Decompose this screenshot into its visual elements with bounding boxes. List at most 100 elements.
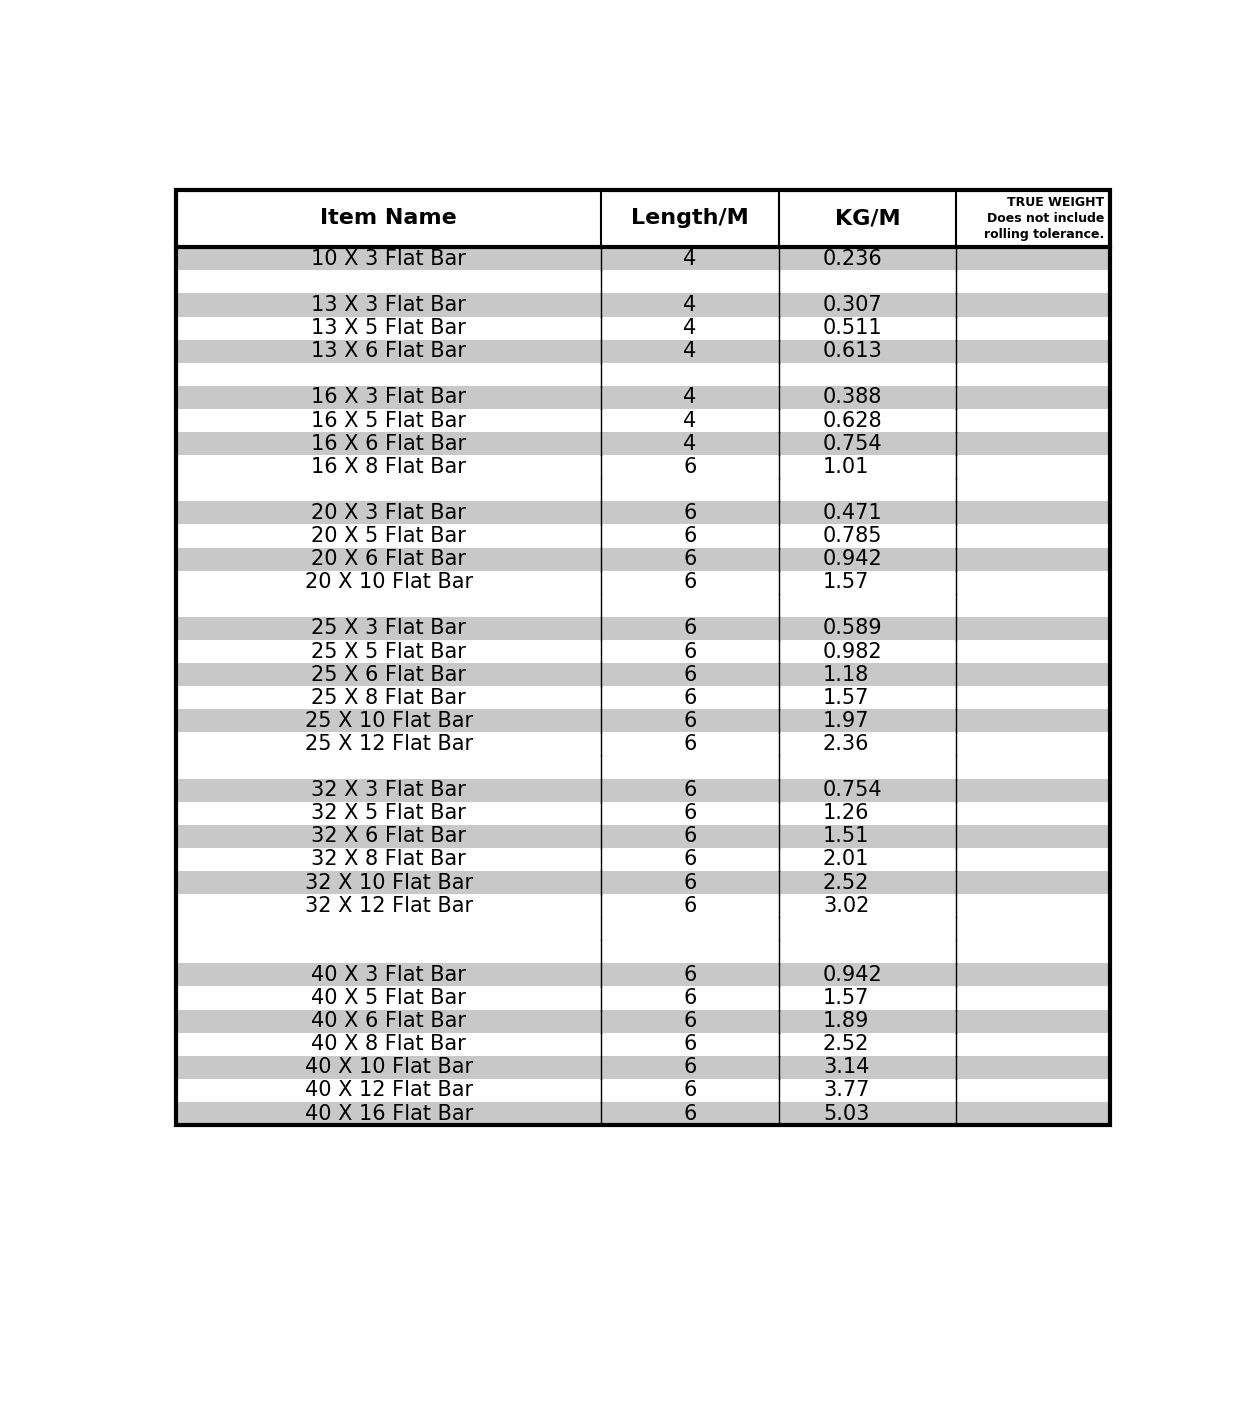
Text: 1.97: 1.97 — [823, 711, 870, 731]
Text: 1.57: 1.57 — [823, 988, 870, 1007]
Text: 6: 6 — [683, 1012, 697, 1032]
Text: 2.52: 2.52 — [823, 873, 870, 893]
Text: 16 X 3 Flat Bar: 16 X 3 Flat Bar — [311, 387, 466, 407]
Text: 1.57: 1.57 — [823, 688, 870, 708]
Text: 2.01: 2.01 — [823, 850, 870, 870]
Text: 1.57: 1.57 — [823, 572, 870, 592]
Text: 0.754: 0.754 — [823, 780, 882, 800]
Bar — [176, 455, 1111, 478]
Text: 0.754: 0.754 — [823, 434, 882, 454]
Text: 4: 4 — [683, 434, 697, 454]
Text: 40 X 12 Flat Bar: 40 X 12 Flat Bar — [305, 1080, 473, 1100]
Text: 40 X 8 Flat Bar: 40 X 8 Flat Bar — [311, 1034, 466, 1054]
Text: 40 X 3 Flat Bar: 40 X 3 Flat Bar — [311, 965, 466, 985]
Text: 6: 6 — [683, 803, 697, 823]
Text: 32 X 5 Flat Bar: 32 X 5 Flat Bar — [311, 803, 466, 823]
Text: 6: 6 — [683, 1104, 697, 1124]
Bar — [176, 339, 1111, 363]
Text: 6: 6 — [683, 526, 697, 546]
Bar — [176, 478, 1111, 501]
Text: 0.942: 0.942 — [823, 965, 882, 985]
Text: 4: 4 — [683, 248, 697, 268]
Text: 4: 4 — [683, 387, 697, 407]
Text: 32 X 10 Flat Bar: 32 X 10 Flat Bar — [305, 873, 473, 893]
Bar — [176, 986, 1111, 1009]
Text: 25 X 3 Flat Bar: 25 X 3 Flat Bar — [311, 619, 466, 639]
Text: 32 X 8 Flat Bar: 32 X 8 Flat Bar — [311, 850, 466, 870]
Text: 20 X 5 Flat Bar: 20 X 5 Flat Bar — [311, 526, 466, 546]
Bar — [176, 964, 1111, 986]
Bar — [176, 501, 1111, 525]
Bar — [176, 1009, 1111, 1033]
Text: 2.52: 2.52 — [823, 1034, 870, 1054]
Text: 40 X 5 Flat Bar: 40 X 5 Flat Bar — [311, 988, 466, 1007]
Text: KG/M: KG/M — [835, 209, 900, 228]
Text: 6: 6 — [683, 641, 697, 661]
Text: 6: 6 — [683, 619, 697, 639]
Text: 6: 6 — [683, 549, 697, 569]
Bar — [176, 1103, 1111, 1125]
Text: 40 X 10 Flat Bar: 40 X 10 Flat Bar — [305, 1057, 473, 1077]
Text: 13 X 6 Flat Bar: 13 X 6 Flat Bar — [311, 341, 466, 362]
Text: 16 X 5 Flat Bar: 16 X 5 Flat Bar — [311, 410, 466, 430]
Text: 32 X 12 Flat Bar: 32 X 12 Flat Bar — [305, 895, 473, 915]
Text: 6: 6 — [683, 502, 697, 524]
Bar — [176, 294, 1111, 316]
Text: 0.307: 0.307 — [823, 295, 882, 315]
Text: 6: 6 — [683, 895, 697, 915]
Bar — [176, 917, 1111, 941]
Bar — [176, 755, 1111, 779]
Text: 25 X 12 Flat Bar: 25 X 12 Flat Bar — [305, 734, 473, 753]
Text: 3.77: 3.77 — [823, 1080, 870, 1100]
Text: 6: 6 — [683, 780, 697, 800]
Bar — [176, 1033, 1111, 1056]
Text: 1.01: 1.01 — [823, 457, 870, 477]
Text: 3.14: 3.14 — [823, 1057, 870, 1077]
Bar — [176, 431, 1111, 455]
Text: 13 X 3 Flat Bar: 13 X 3 Flat Bar — [311, 295, 466, 315]
Bar — [176, 941, 1111, 964]
Text: 5.03: 5.03 — [823, 1104, 870, 1124]
Text: 0.942: 0.942 — [823, 549, 882, 569]
Text: 20 X 3 Flat Bar: 20 X 3 Flat Bar — [311, 502, 466, 524]
Text: 0.589: 0.589 — [823, 619, 882, 639]
Text: 0.511: 0.511 — [823, 318, 882, 338]
Text: 4: 4 — [683, 295, 697, 315]
Bar — [176, 640, 1111, 663]
Text: TRUE WEIGHT
Does not include
rolling tolerance.: TRUE WEIGHT Does not include rolling tol… — [984, 196, 1104, 241]
Bar — [176, 409, 1111, 431]
Text: 2.36: 2.36 — [823, 734, 870, 753]
Bar — [176, 687, 1111, 710]
Text: Item Name: Item Name — [320, 209, 457, 228]
Bar — [176, 363, 1111, 386]
Text: 4: 4 — [683, 318, 697, 338]
Text: 32 X 3 Flat Bar: 32 X 3 Flat Bar — [311, 780, 466, 800]
Text: 4: 4 — [683, 341, 697, 362]
Text: 6: 6 — [683, 873, 697, 893]
Text: 6: 6 — [683, 734, 697, 753]
Text: 20 X 6 Flat Bar: 20 X 6 Flat Bar — [311, 549, 466, 569]
Bar — [176, 710, 1111, 732]
Bar — [176, 190, 1111, 1125]
Text: 6: 6 — [683, 572, 697, 592]
Bar — [176, 732, 1111, 755]
Text: 16 X 6 Flat Bar: 16 X 6 Flat Bar — [311, 434, 467, 454]
Text: 0.628: 0.628 — [823, 410, 882, 430]
Text: 6: 6 — [683, 1034, 697, 1054]
Bar — [176, 849, 1111, 871]
Text: 6: 6 — [683, 826, 697, 846]
Text: 6: 6 — [683, 711, 697, 731]
Text: 32 X 6 Flat Bar: 32 X 6 Flat Bar — [311, 826, 466, 846]
Text: 0.613: 0.613 — [823, 341, 882, 362]
Text: 1.89: 1.89 — [823, 1012, 870, 1032]
Text: 6: 6 — [683, 664, 697, 684]
Bar — [176, 247, 1111, 271]
Text: 6: 6 — [683, 1080, 697, 1100]
Text: 6: 6 — [683, 457, 697, 477]
Bar — [176, 386, 1111, 409]
Bar — [176, 617, 1111, 640]
Text: 16 X 8 Flat Bar: 16 X 8 Flat Bar — [311, 457, 466, 477]
Text: 25 X 10 Flat Bar: 25 X 10 Flat Bar — [305, 711, 473, 731]
Text: 0.388: 0.388 — [823, 387, 882, 407]
Text: 3.02: 3.02 — [823, 895, 870, 915]
